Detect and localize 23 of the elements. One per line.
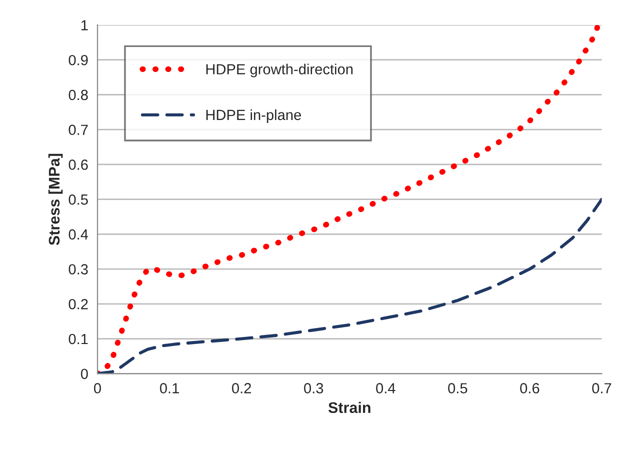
y-tick-label: 0 <box>80 368 88 380</box>
y-tick-label: 0.9 <box>68 54 88 66</box>
x-tick-label: 0.7 <box>592 383 612 394</box>
y-tick-label: 0.4 <box>68 229 88 240</box>
x-tick-label: 0.3 <box>304 383 324 394</box>
x-tick-label: 0.4 <box>376 383 396 394</box>
y-tick-label: 0.1 <box>68 334 88 344</box>
y-axis-title: Stress [MPa] <box>48 154 63 246</box>
x-tick-label: 0.1 <box>160 383 179 394</box>
x-tick-label: 0 <box>94 383 101 394</box>
y-tick-label: 0.8 <box>68 90 88 100</box>
y-tick-label: 0.7 <box>68 124 88 135</box>
y-tick-label: 0.5 <box>68 194 88 205</box>
legend-label: HDPE in-plane <box>206 109 301 123</box>
legend-label: HDPE growth-direction <box>206 64 353 78</box>
y-tick-label: 0.2 <box>68 299 88 310</box>
x-tick-label: 0.2 <box>232 383 251 394</box>
x-axis-title: Strain <box>328 402 370 414</box>
x-tick-label: 0.5 <box>448 383 468 394</box>
y-tick-label: 0.3 <box>68 264 88 274</box>
y-tick-label: 1 <box>81 20 88 30</box>
x-tick-label: 0.6 <box>520 383 540 394</box>
y-tick-label: 0.6 <box>68 160 88 170</box>
